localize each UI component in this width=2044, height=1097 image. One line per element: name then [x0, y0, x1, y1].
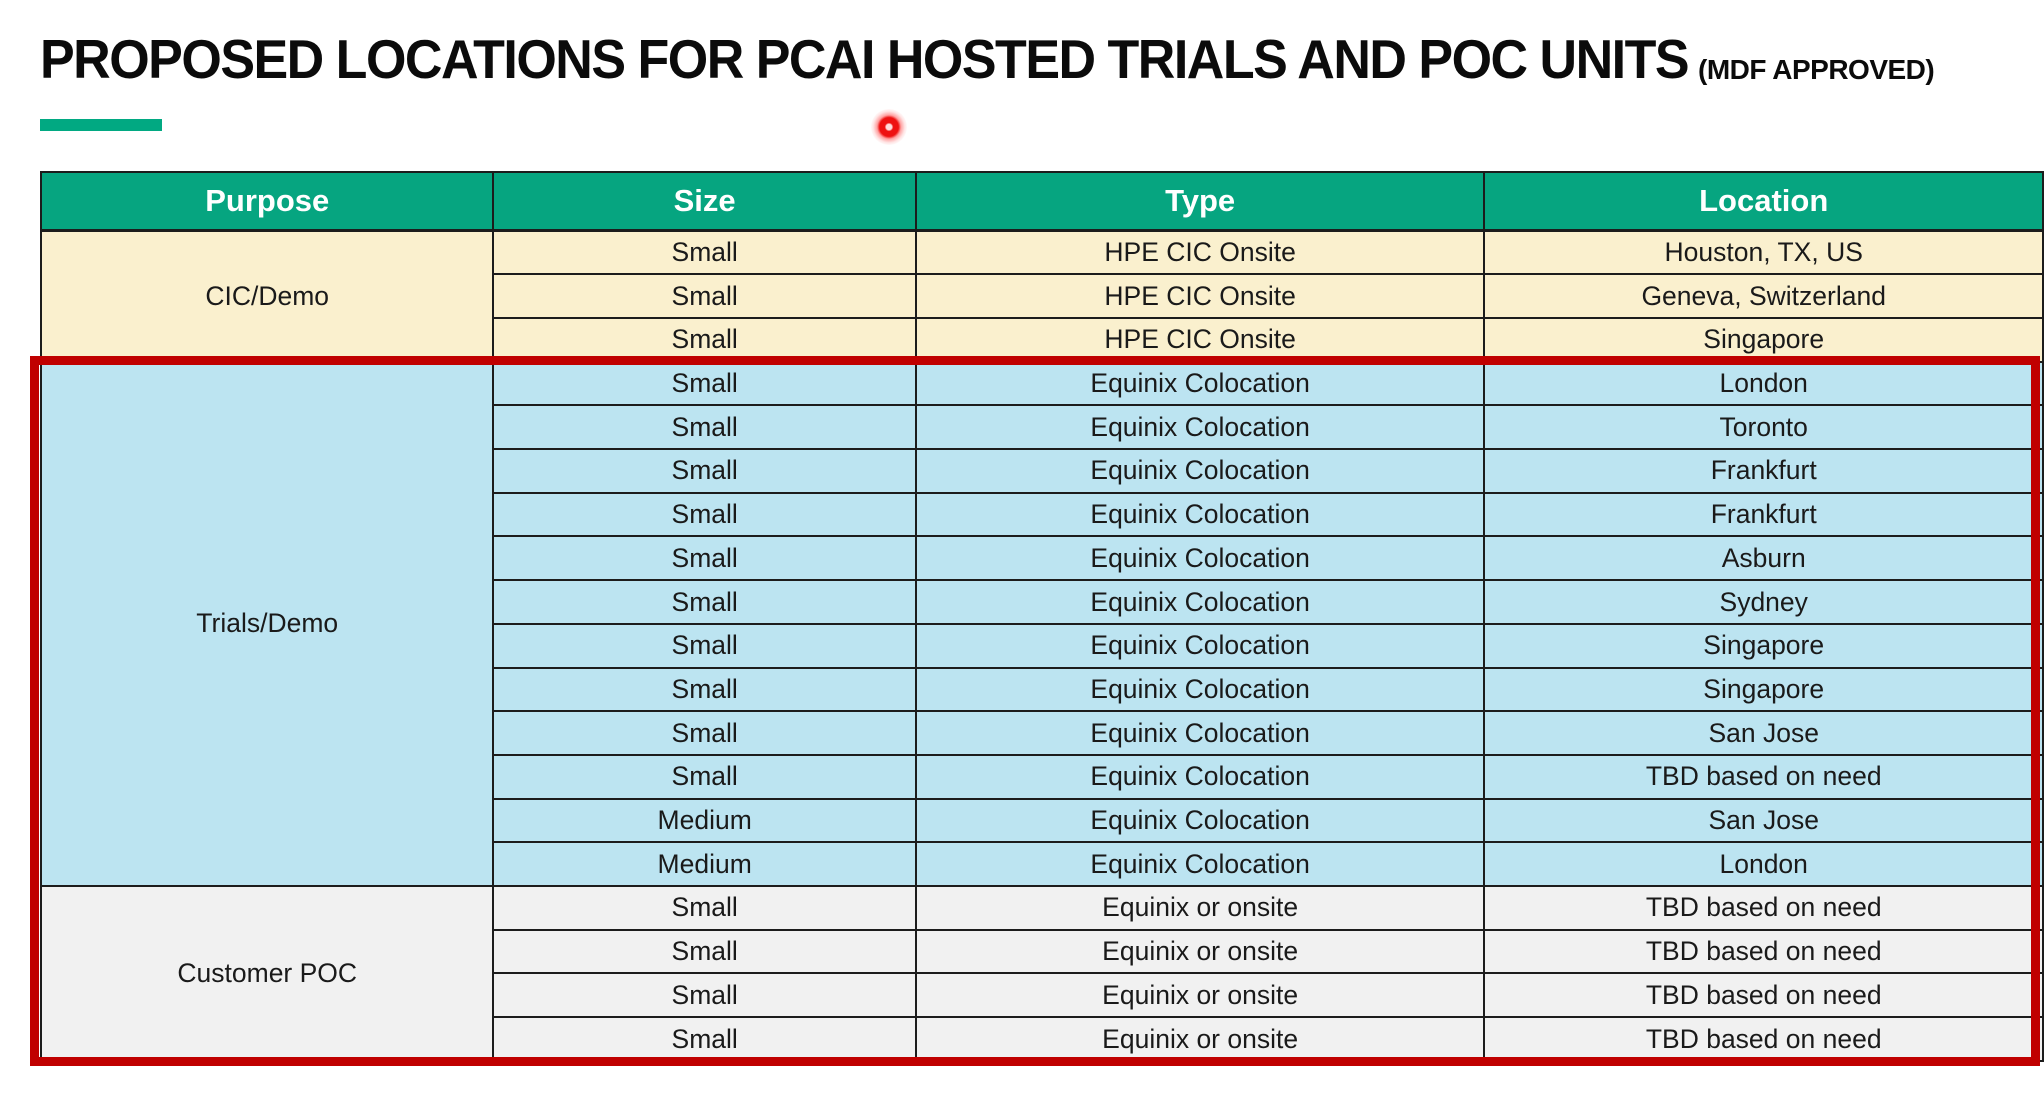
location-cell: Sydney — [1483, 579, 2044, 625]
size-cell: Small — [492, 317, 917, 363]
type-cell: Equinix Colocation — [914, 841, 1486, 887]
laser-pointer-dot — [871, 109, 907, 145]
type-cell: Equinix Colocation — [914, 491, 1486, 538]
table-row: Small Equinix or onsite TBD based on need — [41, 972, 2044, 1019]
table-row: Small HPE CIC Onsite Geneva, Switzerland — [41, 273, 2044, 320]
location-cell: TBD based on need — [1483, 972, 2044, 1019]
location-cell: Singapore — [1483, 666, 2044, 713]
location-cell: TBD based on need — [1483, 884, 2044, 931]
type-cell: Equinix Colocation — [914, 360, 1486, 407]
table-row: Small Equinix Colocation Singapore — [41, 622, 2044, 669]
table-row: CIC/Demo Small HPE CIC Onsite Houston, TX, … — [39, 228, 2044, 363]
size-cell: Small — [492, 273, 917, 320]
location-cell: TBD based on need — [1483, 928, 2044, 975]
location-cell: Toronto — [1483, 404, 2044, 451]
type-cell: Equinix or onsite — [914, 928, 1486, 975]
size-cell: Small — [492, 666, 917, 713]
table-row: Small HPE CIC Onsite Singapore — [41, 317, 2044, 363]
column-header-purpose: Purpose — [39, 171, 495, 232]
type-cell: Equinix Colocation — [914, 622, 1486, 669]
table-row: Trials/Demo Small Equinix Colocation London — [39, 360, 2044, 887]
size-cell: Small — [492, 928, 917, 975]
size-cell: Small — [492, 535, 917, 582]
table-header-row: Purpose Size Type Location — [39, 171, 2044, 232]
location-cell: Houston, TX, US — [1483, 228, 2044, 276]
page-title-main: PROPOSED LOCATIONS FOR PCAI HOSTED TRIAL… — [40, 29, 1690, 91]
purpose-cell: CIC/Demo — [39, 229, 495, 363]
table-row: Medium Equinix Colocation London — [41, 841, 2044, 887]
size-cell: Small — [492, 579, 917, 625]
location-cell: TBD based on need — [1483, 753, 2044, 800]
type-cell: Equinix or onsite — [914, 1016, 1486, 1062]
column-header-type: Type — [914, 171, 1486, 232]
location-cell: Singapore — [1483, 317, 2044, 363]
table-row: Small Equinix or onsite TBD based on need — [41, 928, 2044, 975]
type-cell: Equinix or onsite — [914, 884, 1486, 931]
table-row: Small Equinix Colocation Asburn — [41, 535, 2044, 582]
size-cell: Small — [492, 884, 917, 931]
size-cell: Small — [492, 1016, 917, 1062]
size-cell: Small — [492, 404, 917, 451]
type-cell: Equinix or onsite — [914, 972, 1486, 1019]
location-cell: Frankfurt — [1483, 448, 2044, 494]
table-row: Small Equinix Colocation TBD based on need — [41, 753, 2044, 800]
size-cell: Small — [492, 448, 917, 494]
size-cell: Small — [492, 710, 917, 756]
type-cell: Equinix Colocation — [914, 753, 1486, 800]
type-cell: Equinix Colocation — [914, 666, 1486, 713]
column-header-location: Location — [1483, 171, 2044, 232]
table-row: Small Equinix Colocation Sydney — [41, 579, 2044, 625]
table-row: Small Equinix Colocation Frankfurt — [41, 448, 2044, 494]
size-cell: Small — [492, 228, 917, 276]
size-cell: Small — [492, 753, 917, 800]
purpose-cell: Customer POC — [39, 884, 495, 1063]
size-cell: Small — [492, 491, 917, 538]
table-row: Small Equinix Colocation Singapore — [41, 666, 2044, 713]
size-cell: Small — [492, 360, 917, 407]
column-header-size: Size — [492, 171, 917, 232]
type-cell: Equinix Colocation — [914, 579, 1486, 625]
page-title: PROPOSED LOCATIONS FOR PCAI HOSTED TRIAL… — [40, 29, 2030, 92]
location-cell: London — [1483, 360, 2044, 407]
title-accent-bar — [40, 119, 162, 131]
type-cell: HPE CIC Onsite — [914, 273, 1486, 320]
type-cell: Equinix Colocation — [914, 448, 1486, 494]
type-cell: HPE CIC Onsite — [914, 228, 1486, 276]
purpose-cell: Trials/Demo — [39, 360, 495, 887]
size-cell: Medium — [492, 841, 917, 887]
table-row: Small Equinix Colocation San Jose — [41, 710, 2044, 756]
location-cell: TBD based on need — [1483, 1016, 2044, 1062]
location-cell: Asburn — [1483, 535, 2044, 582]
table-row: Medium Equinix Colocation San Jose — [41, 797, 2044, 844]
size-cell: Small — [492, 622, 917, 669]
table-row: Small Equinix Colocation Toronto — [41, 404, 2044, 451]
size-cell: Medium — [492, 797, 917, 844]
location-cell: Singapore — [1483, 622, 2044, 669]
size-cell: Small — [492, 972, 917, 1019]
type-cell: Equinix Colocation — [914, 710, 1486, 756]
location-cell: Frankfurt — [1483, 491, 2044, 538]
type-cell: Equinix Colocation — [914, 404, 1486, 451]
location-cell: San Jose — [1483, 797, 2044, 844]
table-row: Customer POC Small Equinix or onsite TBD ba… — [39, 884, 2044, 1063]
locations-table: Purpose Size Type Location CIC/Demo Small… — [39, 171, 2044, 1063]
table-row: Small Equinix Colocation Frankfurt — [41, 491, 2044, 538]
location-cell: London — [1483, 841, 2044, 887]
type-cell: Equinix Colocation — [914, 535, 1486, 582]
location-cell: Geneva, Switzerland — [1483, 273, 2044, 320]
type-cell: HPE CIC Onsite — [914, 317, 1486, 363]
type-cell: Equinix Colocation — [914, 797, 1486, 844]
page-title-suffix: (MDF APPROVED) — [1698, 54, 1935, 85]
location-cell: San Jose — [1483, 710, 2044, 756]
